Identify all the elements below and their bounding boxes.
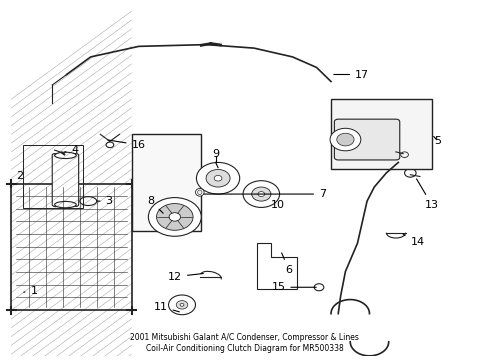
Text: 17: 17 [333, 69, 368, 80]
Text: 6: 6 [281, 253, 292, 275]
Polygon shape [330, 99, 431, 170]
Circle shape [169, 213, 180, 221]
Polygon shape [256, 243, 297, 289]
Polygon shape [131, 134, 201, 231]
FancyBboxPatch shape [334, 119, 399, 160]
Circle shape [214, 175, 222, 181]
Text: 13: 13 [416, 179, 438, 210]
Text: 2: 2 [16, 171, 23, 181]
Circle shape [176, 301, 187, 309]
Text: 10: 10 [270, 199, 285, 210]
Text: 5: 5 [433, 136, 441, 146]
Text: 12: 12 [167, 272, 203, 282]
Circle shape [329, 128, 360, 151]
Ellipse shape [195, 188, 203, 196]
Ellipse shape [55, 152, 76, 158]
Circle shape [180, 303, 183, 306]
Circle shape [243, 181, 279, 207]
Text: 1: 1 [24, 286, 38, 296]
Circle shape [205, 170, 230, 187]
Text: 11: 11 [153, 302, 179, 312]
Text: 4: 4 [64, 145, 79, 155]
Ellipse shape [197, 190, 202, 195]
Circle shape [148, 198, 201, 236]
Circle shape [168, 295, 195, 315]
Text: 14: 14 [402, 234, 424, 247]
Text: 9: 9 [212, 149, 219, 159]
Circle shape [196, 162, 239, 194]
Text: 15: 15 [271, 282, 316, 292]
Circle shape [156, 203, 193, 230]
Text: 7: 7 [203, 189, 325, 199]
Text: 8: 8 [147, 196, 163, 213]
Text: 3: 3 [105, 196, 112, 206]
Text: 2001 Mitsubishi Galant A/C Condenser, Compressor & Lines
Coil-Air Conditioning C: 2001 Mitsubishi Galant A/C Condenser, Co… [130, 333, 358, 353]
Circle shape [258, 192, 264, 197]
FancyBboxPatch shape [52, 154, 79, 206]
Circle shape [336, 133, 353, 146]
Text: 16: 16 [108, 140, 145, 150]
Circle shape [251, 187, 270, 201]
Ellipse shape [55, 202, 76, 208]
